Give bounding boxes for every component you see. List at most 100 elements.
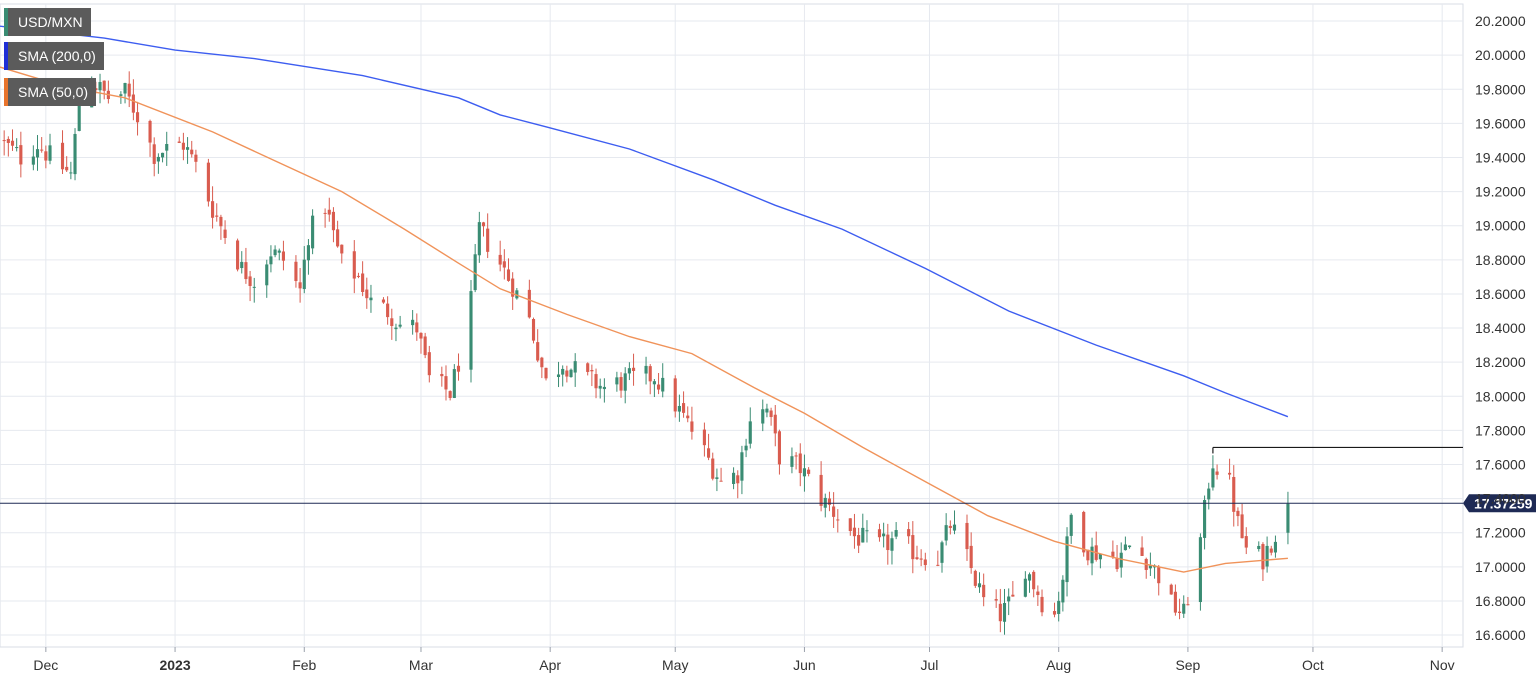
candle-body	[1086, 549, 1090, 561]
candle-body	[1198, 537, 1202, 603]
candle-body	[861, 527, 865, 543]
x-axis: Dec 2023 Feb Mar Apr May Jun Jul Aug Sep Oct Nov	[33, 647, 1455, 673]
candle-body	[907, 529, 911, 537]
y-tick-label: 18.0000	[1475, 388, 1526, 404]
candle-body	[1065, 536, 1069, 583]
x-tick-label: Nov	[1430, 657, 1455, 673]
candle-body	[269, 256, 273, 265]
y-tick-label: 19.8000	[1475, 81, 1526, 97]
candle-body	[1286, 503, 1290, 533]
candle-body	[915, 557, 919, 560]
candle-body	[1215, 471, 1219, 475]
candle-body	[602, 386, 606, 390]
candle-body	[386, 303, 390, 318]
candles	[2, 71, 1290, 635]
candle-body	[627, 368, 631, 374]
candle-body	[598, 385, 602, 389]
sma-lines	[0, 25, 1289, 573]
candle-body	[190, 149, 194, 155]
x-tick-label: Aug	[1046, 657, 1071, 673]
candle-body	[952, 524, 957, 531]
candle-body	[2, 140, 6, 142]
candle-body	[298, 282, 302, 289]
candle-body	[827, 498, 832, 505]
candle-body	[586, 363, 590, 372]
candle-body	[531, 318, 536, 341]
y-tick-label: 16.6000	[1475, 627, 1526, 643]
y-tick-label: 19.4000	[1475, 150, 1526, 166]
candle-body	[836, 519, 840, 521]
candle-body	[682, 403, 686, 413]
last-price-badge	[1463, 494, 1536, 513]
candle-body	[127, 83, 131, 97]
y-tick-label: 19.0000	[1475, 218, 1526, 234]
candle-body	[573, 361, 577, 373]
legend-label-usdmxn: USD/MXN	[8, 8, 91, 36]
candle-body	[761, 409, 765, 424]
candle-body	[911, 535, 915, 560]
candle-body	[411, 319, 415, 326]
candle-body	[240, 261, 244, 269]
plot-frame	[0, 3, 1464, 648]
candle-body	[969, 545, 973, 569]
candle-body	[456, 365, 461, 372]
candle-body	[648, 366, 652, 382]
legend-usdmxn[interactable]: USD/MXN	[4, 8, 91, 36]
y-tick-label: 17.6000	[1475, 457, 1526, 473]
candle-body	[561, 368, 565, 375]
candle-body	[60, 142, 65, 170]
levels: 17.37259	[0, 446, 1536, 513]
candle-body	[1203, 499, 1207, 538]
candle-body	[248, 276, 252, 286]
legend-sma200[interactable]: SMA (200,0)	[4, 42, 104, 70]
grid	[0, 3, 1464, 648]
candle-body	[1011, 594, 1015, 597]
y-tick-label: 18.2000	[1475, 354, 1526, 370]
candle-body	[544, 367, 548, 379]
candle-body	[882, 533, 886, 537]
candle-body	[186, 147, 190, 150]
legend-label-sma50: SMA (50,0)	[8, 78, 97, 106]
candle-body	[540, 357, 544, 368]
candle-body	[477, 222, 481, 256]
candle-body	[1123, 544, 1127, 551]
candle-body	[1127, 545, 1132, 548]
candle-body	[994, 599, 998, 601]
candle-body	[594, 374, 598, 389]
candle-body	[702, 429, 706, 446]
candle-body	[73, 133, 77, 175]
candle-body	[1002, 602, 1007, 622]
candle-body	[886, 534, 890, 551]
candle-body	[10, 140, 15, 146]
candle-body	[419, 332, 423, 339]
candle-body	[206, 162, 210, 202]
candle-body	[44, 151, 48, 161]
legend-sma50[interactable]: SMA (50,0)	[4, 78, 97, 106]
candle-body	[1007, 596, 1011, 602]
candle-body	[690, 421, 694, 432]
candle-body	[965, 522, 969, 550]
candle-body	[711, 458, 715, 479]
candle-body	[323, 212, 327, 214]
candle-body	[615, 377, 619, 385]
candle-body	[744, 445, 748, 451]
candle-body	[160, 152, 165, 158]
candle-body	[31, 156, 35, 165]
legend-swatch-sma50	[4, 78, 8, 106]
y-axis: 20.2000 20.0000 19.8000 19.6000 19.4000 19.20…	[1475, 13, 1526, 643]
x-tick-label: Sep	[1175, 657, 1200, 673]
candle-body	[1240, 514, 1244, 539]
sma-200-line	[0, 25, 1289, 418]
y-tick-label: 20.2000	[1475, 13, 1526, 29]
candle-body	[294, 261, 298, 282]
candle-body	[1182, 603, 1186, 614]
candle-body	[732, 472, 736, 484]
y-tick-label: 17.0000	[1475, 559, 1526, 575]
candle-body	[973, 570, 977, 586]
candle-body	[302, 259, 306, 290]
candle-body	[944, 525, 948, 541]
candle-body	[423, 336, 427, 356]
x-tick-label: Mar	[409, 657, 433, 673]
